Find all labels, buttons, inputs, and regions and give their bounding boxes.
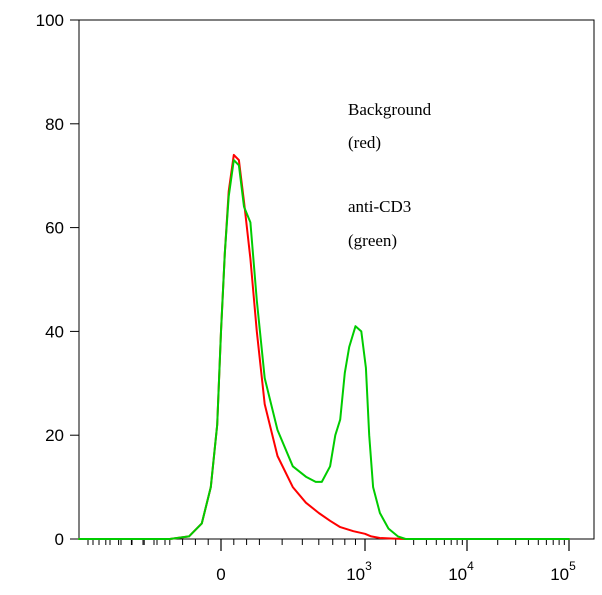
- y-axis-tick-labels: 0 20 40 60 80 100: [36, 11, 64, 549]
- x-tick-label: 103: [346, 559, 372, 584]
- series-line-1: [78, 159, 570, 540]
- y-tick-label: 20: [45, 426, 64, 445]
- x-tick-label: 105: [550, 559, 576, 584]
- annotation-background: Background (red): [348, 100, 432, 152]
- y-tick-label: 100: [36, 11, 64, 30]
- y-tick-label: 80: [45, 115, 64, 134]
- annotation-background-line-1: Background: [348, 100, 432, 119]
- x-axis-tick-labels: 0 103 104 105: [216, 559, 576, 584]
- annotation-anticd3-line-1: anti-CD3: [348, 197, 411, 216]
- series-layer: [78, 153, 570, 540]
- x-tick-label: 104: [448, 559, 474, 584]
- annotation-anticd3-line-2: (green): [348, 231, 397, 250]
- y-axis-ticks: [70, 19, 79, 540]
- y-tick-label: 60: [45, 219, 64, 238]
- series-line-0: [78, 153, 570, 540]
- y-tick-label: 40: [45, 322, 64, 341]
- annotation-anticd3: anti-CD3 (green): [348, 197, 411, 250]
- y-tick-label: 0: [55, 530, 64, 549]
- plot-frame: [78, 19, 595, 540]
- x-axis-major-ticks: [220, 539, 570, 551]
- annotation-background-line-2: (red): [348, 133, 381, 152]
- x-tick-label: 0: [216, 565, 225, 584]
